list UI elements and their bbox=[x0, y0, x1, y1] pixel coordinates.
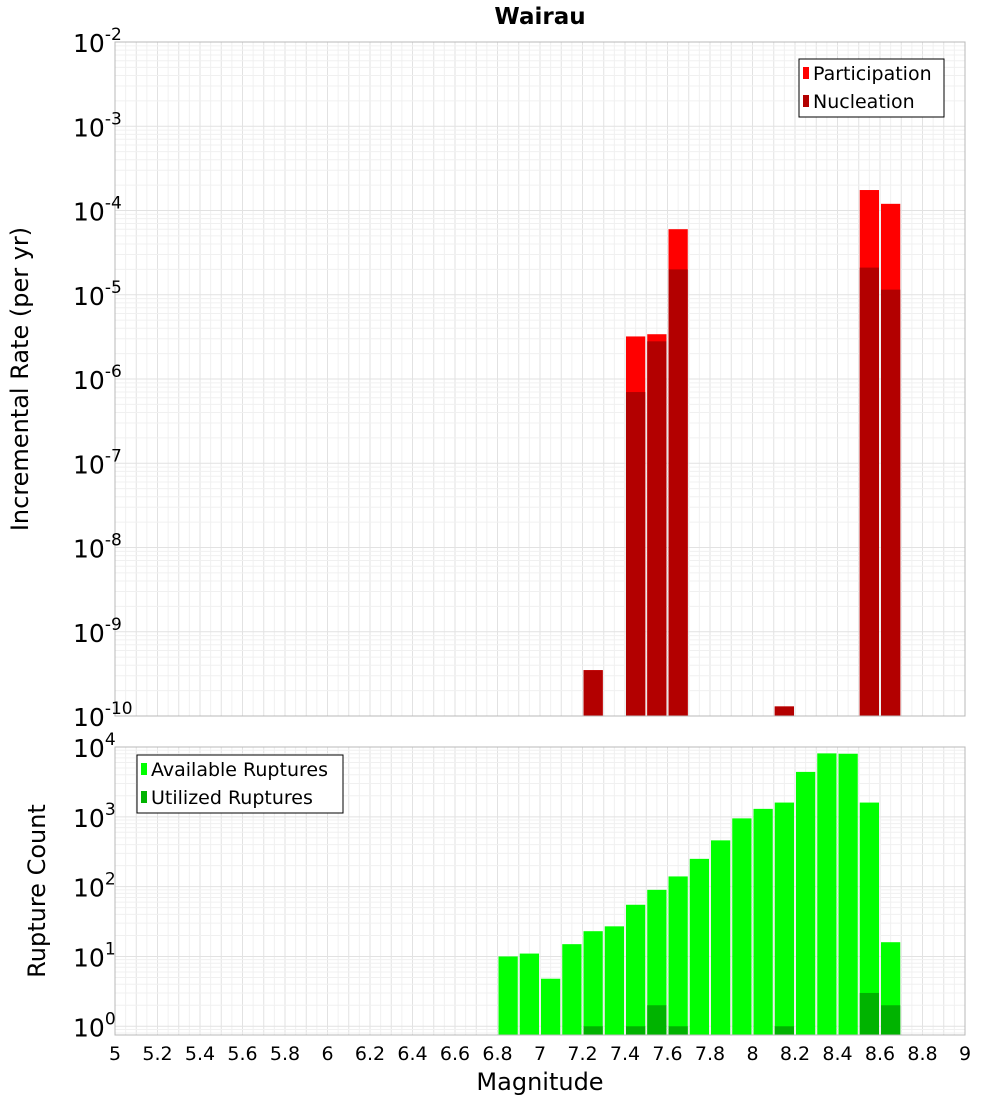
count-bar-available-ruptures bbox=[604, 926, 624, 1035]
count-bar-available-ruptures bbox=[817, 753, 837, 1035]
rate-legend-swatch bbox=[803, 67, 809, 79]
x-tick-label: 5.8 bbox=[270, 1043, 300, 1065]
count-bar-utilized-ruptures bbox=[626, 1026, 646, 1035]
x-tick-label: 6.4 bbox=[397, 1043, 427, 1065]
rate-legend-box bbox=[798, 58, 945, 118]
rate-y-tick-label: 10-3 bbox=[73, 109, 122, 142]
x-tick-label: 6.2 bbox=[355, 1043, 385, 1065]
rate-legend-label: Nucleation bbox=[813, 91, 915, 113]
count-bar-available-ruptures bbox=[838, 753, 858, 1035]
x-tick-label: 7.6 bbox=[652, 1043, 682, 1065]
bottom-y-axis-title: Rupture Count bbox=[23, 804, 51, 978]
count-y-tick-label: 104 bbox=[73, 730, 116, 763]
incremental-rate-panel: 10-10 10-9 10-8 10-7 10-6 10-5 10-4 10-3 10-2 Par… bbox=[73, 25, 966, 732]
x-tick-label: 7 bbox=[534, 1043, 546, 1065]
x-tick-label: 8.6 bbox=[865, 1043, 895, 1065]
count-bar-available-ruptures bbox=[732, 818, 752, 1035]
rate-legend-swatch bbox=[803, 95, 809, 107]
rate-bar-nucleation bbox=[668, 269, 688, 716]
count-bar-utilized-ruptures bbox=[668, 1026, 688, 1035]
x-tick-label: 5.6 bbox=[227, 1043, 257, 1065]
count-bar-available-ruptures bbox=[647, 889, 667, 1035]
count-bar-available-ruptures bbox=[711, 840, 731, 1035]
x-tick-label: 7.4 bbox=[610, 1043, 640, 1065]
count-bar-available-ruptures bbox=[774, 802, 794, 1035]
x-tick-label: 5 bbox=[109, 1043, 121, 1065]
count-plot-frame bbox=[114, 746, 966, 1036]
count-bar-utilized-ruptures bbox=[647, 1005, 667, 1035]
rate-y-tick-label: 10-7 bbox=[73, 446, 122, 479]
count-y-tick-label: 101 bbox=[73, 939, 116, 972]
x-tick-label: 8.8 bbox=[907, 1043, 937, 1065]
count-bar-utilized-ruptures bbox=[881, 1005, 901, 1035]
x-axis-title: Magnitude bbox=[476, 1068, 603, 1096]
rate-plot-frame bbox=[114, 41, 966, 717]
count-legend-swatch bbox=[141, 763, 147, 775]
x-tick-label: 8 bbox=[746, 1043, 758, 1065]
count-bar-utilized-ruptures bbox=[583, 1026, 603, 1035]
rate-y-tick-label: 10-4 bbox=[73, 194, 122, 227]
count-y-tick-label: 100 bbox=[73, 1009, 116, 1042]
count-bar-available-ruptures bbox=[541, 978, 561, 1035]
count-y-tick-label: 102 bbox=[73, 870, 116, 903]
x-tick-label: 6.8 bbox=[482, 1043, 512, 1065]
count-bar-utilized-ruptures bbox=[859, 992, 879, 1035]
count-bar-available-ruptures bbox=[753, 808, 773, 1035]
count-bar-available-ruptures bbox=[796, 771, 816, 1035]
count-bar-available-ruptures bbox=[519, 953, 539, 1035]
count-bar-available-ruptures bbox=[498, 956, 518, 1035]
rate-bar-nucleation bbox=[626, 392, 646, 716]
chart-title: Wairau bbox=[494, 4, 585, 30]
count-legend-label: Utilized Ruptures bbox=[151, 787, 313, 809]
rate-bar-nucleation bbox=[859, 267, 879, 716]
rate-bar-nucleation bbox=[583, 670, 603, 716]
rate-y-tick-label: 10-6 bbox=[73, 362, 122, 395]
x-tick-label: 6.6 bbox=[440, 1043, 470, 1065]
top-y-axis-title: Incremental Rate (per yr) bbox=[6, 227, 34, 531]
count-bar-utilized-ruptures bbox=[774, 1026, 794, 1035]
count-legend-swatch bbox=[141, 791, 147, 803]
x-tick-label: 7.8 bbox=[695, 1043, 725, 1065]
rate-y-tick-label: 10-2 bbox=[73, 25, 122, 58]
count-bar-available-ruptures bbox=[859, 802, 879, 1035]
count-legend-label: Available Ruptures bbox=[151, 759, 328, 781]
count-y-tick-label: 103 bbox=[73, 800, 116, 833]
count-bar-available-ruptures bbox=[562, 944, 582, 1035]
rate-bar-nucleation bbox=[774, 706, 794, 716]
count-legend: Available Ruptures Utilized Ruptures bbox=[136, 754, 344, 814]
x-tick-label: 5.4 bbox=[185, 1043, 215, 1065]
count-legend-box bbox=[136, 754, 344, 814]
x-tick-label: 9 bbox=[959, 1043, 971, 1065]
count-bar-available-ruptures bbox=[583, 931, 603, 1035]
x-tick-label: 8.2 bbox=[780, 1043, 810, 1065]
rate-y-tick-label: 10-5 bbox=[73, 278, 122, 311]
rate-bar-nucleation bbox=[647, 341, 667, 716]
rate-y-tick-label: 10-10 bbox=[73, 699, 133, 732]
count-bar-available-ruptures bbox=[626, 904, 646, 1035]
rupture-count-panel: 100 101 102 103 104 Available Ruptures Utilize… bbox=[73, 730, 971, 1065]
x-tick-label: 6 bbox=[321, 1043, 333, 1065]
x-tick-label: 5.2 bbox=[142, 1043, 172, 1065]
x-tick-label: 8.4 bbox=[822, 1043, 852, 1065]
rate-legend: Participation Nucleation bbox=[798, 58, 945, 118]
count-bar-available-ruptures bbox=[668, 876, 688, 1035]
rate-legend-label: Participation bbox=[813, 63, 932, 85]
count-bar-available-ruptures bbox=[689, 858, 709, 1035]
rate-bar-nucleation bbox=[881, 289, 901, 716]
x-tick-label: 7.2 bbox=[567, 1043, 597, 1065]
rate-y-tick-label: 10-9 bbox=[73, 615, 122, 648]
rate-y-tick-label: 10-8 bbox=[73, 531, 122, 564]
